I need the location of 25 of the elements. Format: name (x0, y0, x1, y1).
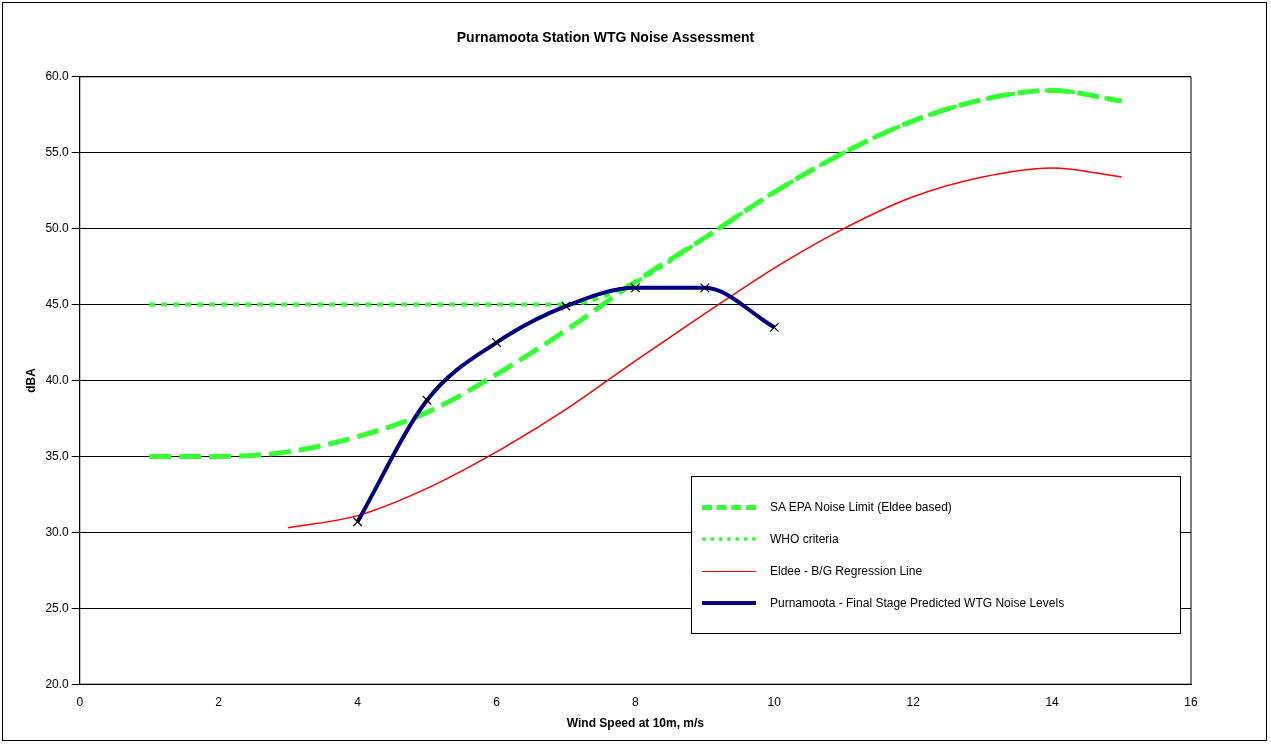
y-tick-label: 60.0 (45, 69, 70, 84)
chart-title: Purnamoota Station WTG Noise Assessment (456, 29, 755, 46)
y-tick-label: 30.0 (45, 524, 70, 539)
x-tick-label: 2 (215, 694, 223, 709)
x-tick-label: 4 (354, 694, 362, 709)
y-tick-label: 50.0 (45, 220, 70, 235)
y-tick-label: 40.0 (45, 372, 70, 387)
y-axis-title: dBA (23, 367, 38, 393)
y-tick-label: 20.0 (45, 676, 70, 691)
x-tick-label: 10 (767, 694, 782, 709)
legend-label: Purnamoota - Final Stage Predicted WTG Noise Levels (770, 596, 1065, 611)
y-tick-label: 45.0 (45, 296, 70, 311)
x-tick-label: 0 (76, 694, 84, 709)
x-axis-title: Wind Speed at 10m, m/s (566, 716, 705, 731)
y-tick-label: 25.0 (45, 600, 70, 615)
x-tick-label: 12 (906, 694, 921, 709)
legend-label: SA EPA Noise Limit (Eldee based) (770, 500, 952, 515)
legend-label: Eldee - B/G Regression Line (770, 564, 923, 579)
y-tick-label: 35.0 (45, 448, 70, 463)
x-tick-label: 8 (632, 694, 640, 709)
x-tick-label: 6 (493, 694, 501, 709)
legend-label: WHO criteria (770, 532, 839, 547)
x-tick-label: 14 (1045, 694, 1060, 709)
y-tick-label: 55.0 (45, 145, 70, 160)
x-tick-label: 16 (1184, 694, 1198, 709)
